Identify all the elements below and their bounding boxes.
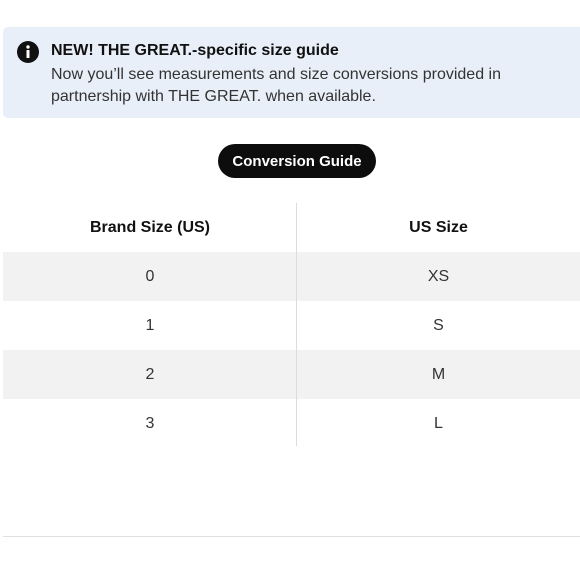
- column-divider: [296, 203, 297, 446]
- us-size-cell: M: [431, 365, 446, 383]
- table-header-row: Brand Size (US) US Size: [3, 203, 580, 252]
- banner-title: NEW! THE GREAT.-specific size guide: [51, 42, 339, 59]
- us-size-cell: XS: [427, 267, 450, 285]
- size-guide-banner: NEW! THE GREAT.-specific size guide Now …: [3, 27, 580, 118]
- table-row: 2 M: [3, 350, 580, 399]
- table-row: 0 XS: [3, 252, 580, 301]
- size-table: Brand Size (US) US Size 0 XS 1 S 2 M 3 L: [3, 203, 580, 448]
- column-header-us-size: US Size: [409, 218, 468, 236]
- us-size-cell: S: [433, 316, 444, 334]
- us-size-cell: L: [434, 414, 443, 432]
- table-row: 1 S: [3, 301, 580, 350]
- section-divider: [3, 536, 580, 537]
- brand-size-cell: 0: [145, 267, 155, 285]
- brand-size-cell: 3: [145, 414, 155, 432]
- brand-size-cell: 2: [145, 365, 155, 383]
- column-header-brand-size: Brand Size (US): [89, 218, 210, 236]
- table-row: 3 L: [3, 399, 580, 448]
- banner-body: Now you’ll see measurements and size con…: [51, 66, 501, 105]
- brand-size-cell: 1: [145, 316, 155, 334]
- conversion-guide-button[interactable]: Conversion Guide: [218, 144, 376, 178]
- info-icon: [16, 40, 40, 64]
